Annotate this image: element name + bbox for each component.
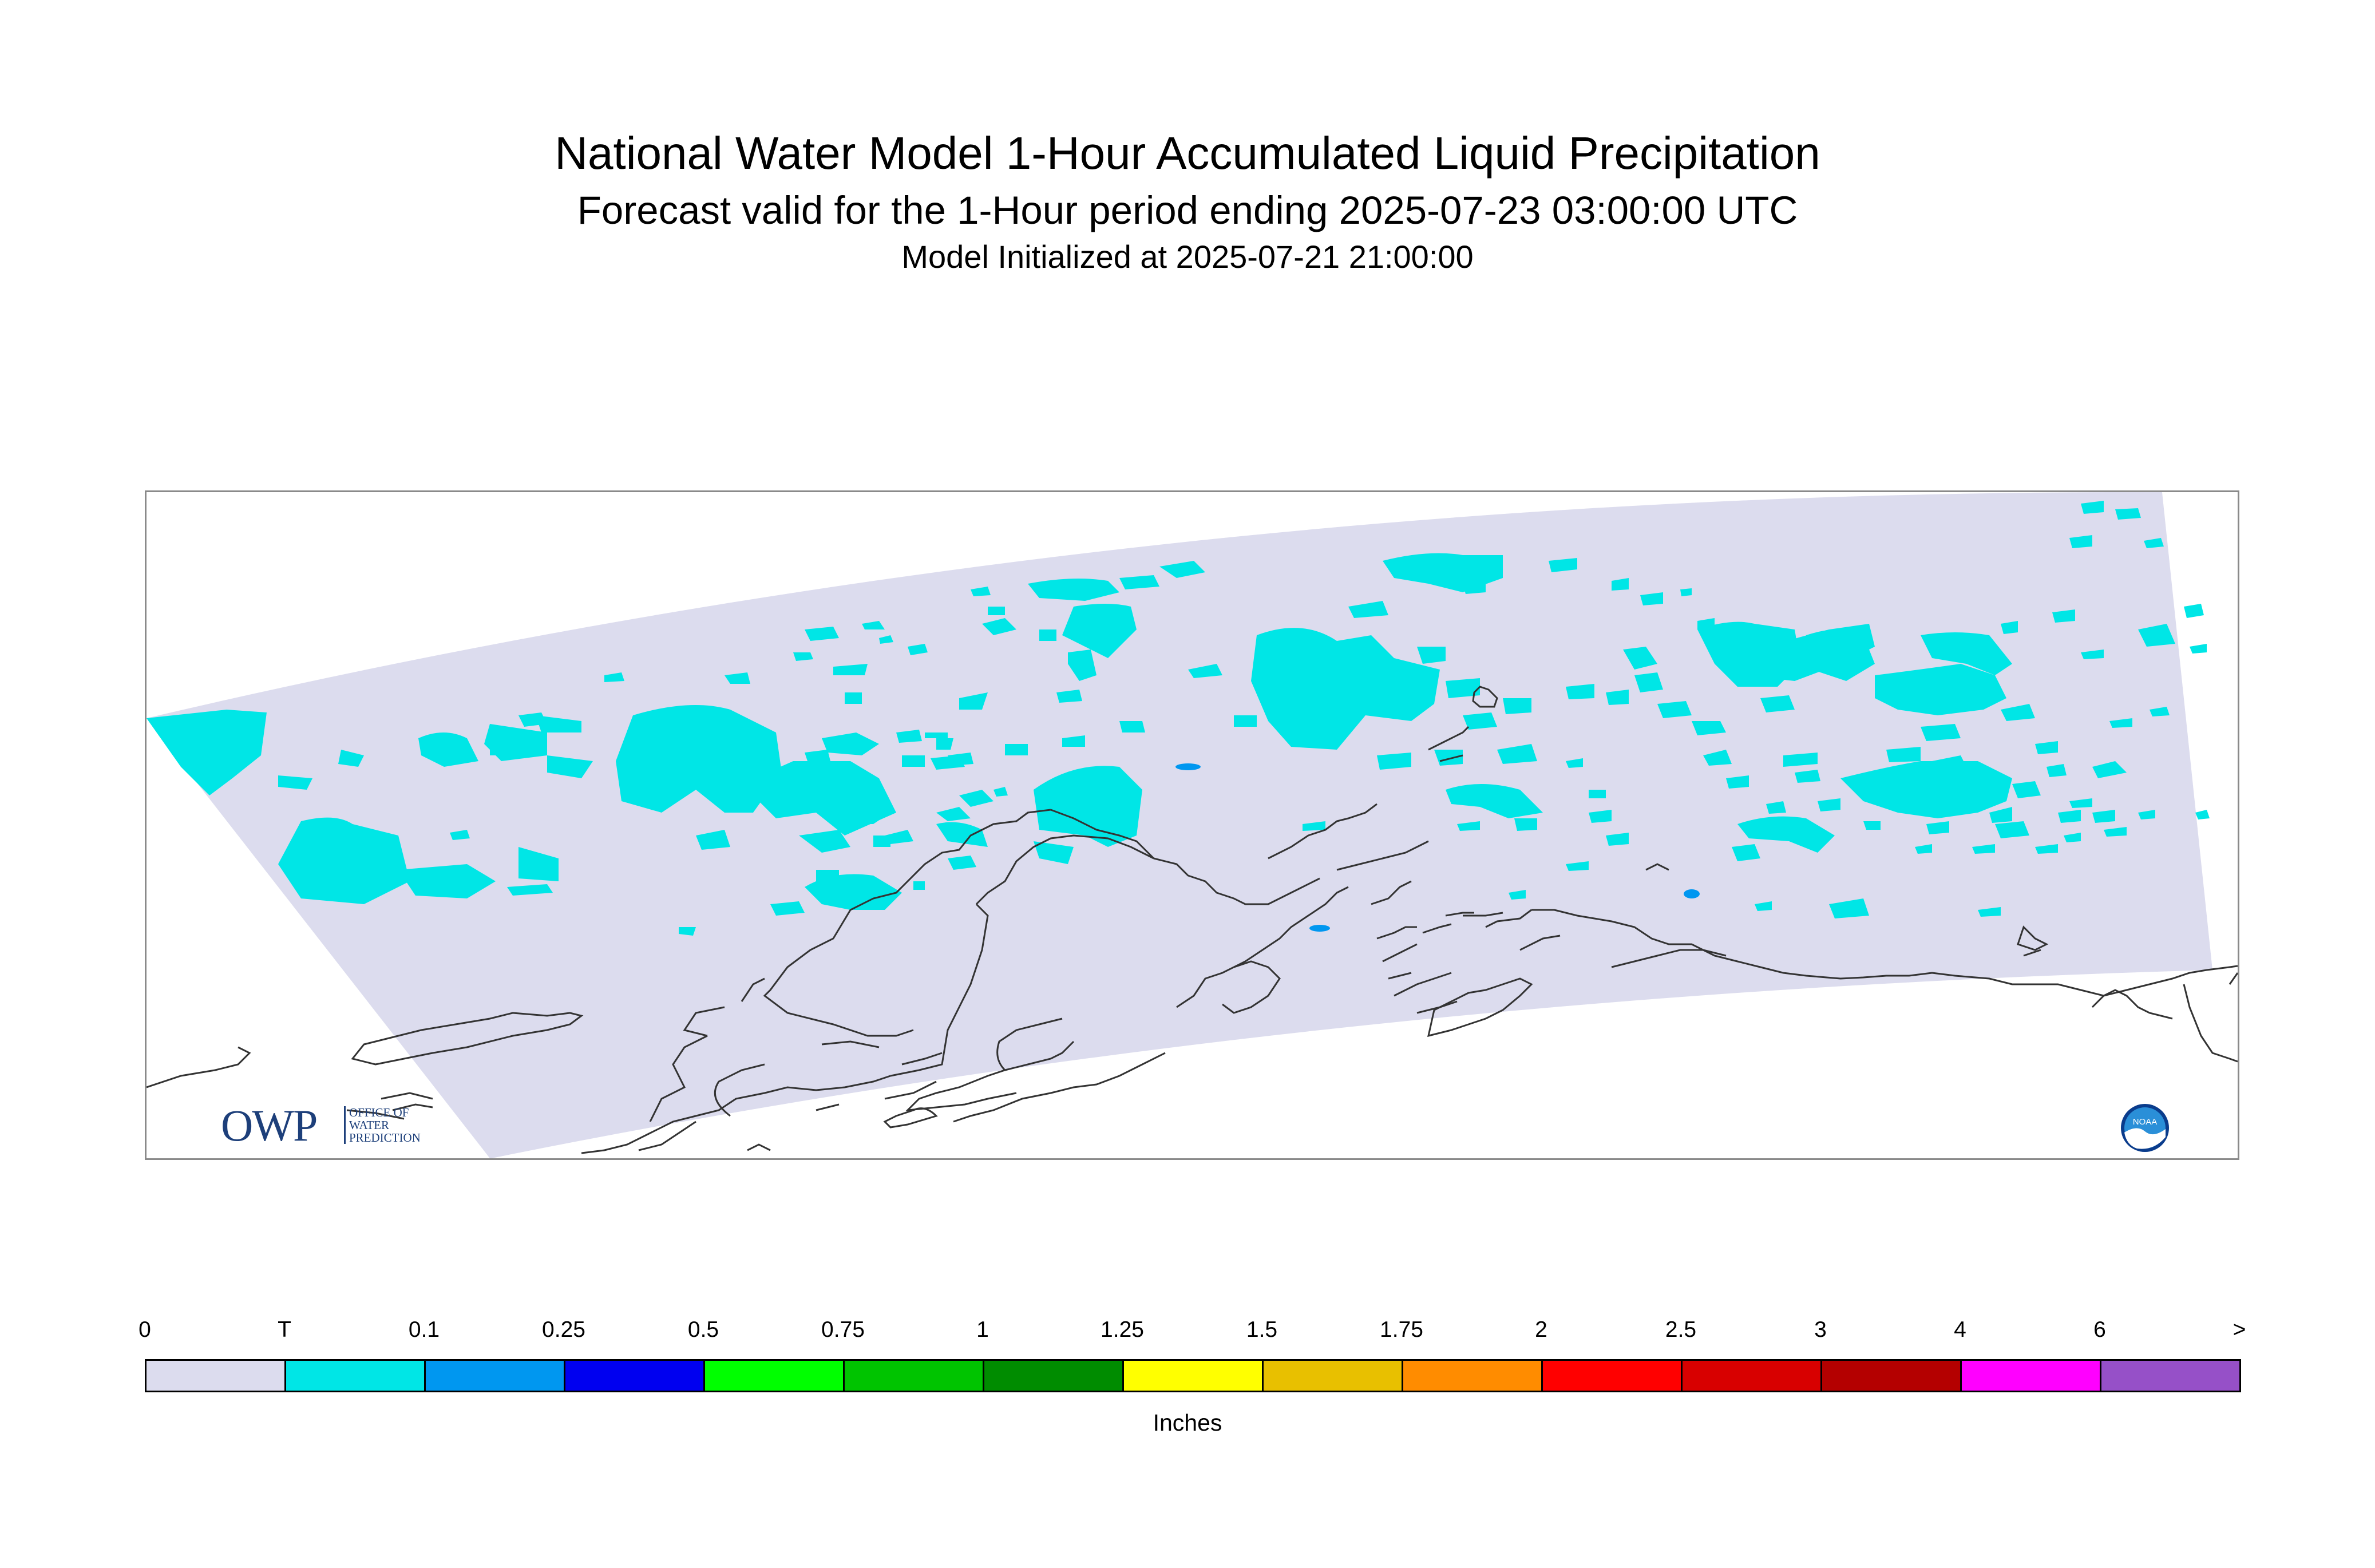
model-domain-area	[147, 492, 2212, 1158]
legend-color-box	[1262, 1359, 1403, 1392]
legend-color-box	[1122, 1359, 1264, 1392]
owp-caption-line2: WATER	[349, 1118, 389, 1132]
legend-color-box	[284, 1359, 426, 1392]
legend-color-box	[1820, 1359, 1962, 1392]
owp-logo-caption: OFFICE OF WATER PREDICTION	[344, 1106, 421, 1144]
legend-color-box	[983, 1359, 1124, 1392]
owp-logo-letters: OWP	[221, 1100, 318, 1150]
legend-color-box	[1681, 1359, 1822, 1392]
legend-tick-label: 2	[1535, 1317, 1547, 1342]
model-init-subtitle: Model Initialized at 2025-07-21 21:00:00	[901, 239, 1474, 275]
legend-tick-label: 1	[976, 1317, 989, 1342]
legend-tick-label: 0.5	[687, 1317, 719, 1342]
legend-color-box	[564, 1359, 705, 1392]
legend-tick-label: 2.5	[1665, 1317, 1697, 1342]
color-legend	[145, 1359, 2241, 1392]
owp-caption-line1: OFFICE OF	[349, 1106, 409, 1119]
owp-logo: OWP OFFICE OF WATER PREDICTION	[221, 1103, 461, 1149]
legend-color-box	[1402, 1359, 1543, 1392]
noaa-logo-text: NOAA	[2133, 1117, 2158, 1127]
precipitation-map: OWP OFFICE OF WATER PREDICTION NOAA	[145, 490, 2239, 1160]
legend-tick-label: 4	[1954, 1317, 1966, 1342]
light-rain-areas	[1175, 763, 1700, 932]
trace-precipitation-areas	[147, 501, 2210, 936]
forecast-valid-subtitle: Forecast valid for the 1-Hour period end…	[577, 188, 1798, 232]
legend-color-box	[2100, 1359, 2241, 1392]
coastlines	[147, 686, 2238, 1154]
legend-color-box	[843, 1359, 984, 1392]
legend-tick-label: >	[2232, 1317, 2246, 1342]
legend-color-box	[1960, 1359, 2101, 1392]
legend-tick-label: 0	[138, 1317, 151, 1342]
legend-tick-label: 1.25	[1101, 1317, 1144, 1342]
noaa-logo: NOAA	[2121, 1104, 2169, 1152]
legend-tick-label: T	[278, 1317, 291, 1342]
legend-color-box	[703, 1359, 845, 1392]
map-canvas	[147, 492, 2238, 1158]
legend-tick-label: 1.75	[1380, 1317, 1423, 1342]
legend-tick-label: 6	[2093, 1317, 2106, 1342]
legend-units-label: Inches	[1153, 1409, 1222, 1436]
owp-caption-line3: PREDICTION	[349, 1131, 421, 1145]
legend-tick-label: 1.5	[1246, 1317, 1278, 1342]
legend-color-box	[1541, 1359, 1683, 1392]
legend-tick-label: 0.1	[408, 1317, 440, 1342]
legend-tick-label: 0.75	[821, 1317, 865, 1342]
legend-color-box	[424, 1359, 565, 1392]
legend-tick-label: 0.25	[542, 1317, 585, 1342]
legend-color-box	[145, 1359, 286, 1392]
map-title: National Water Model 1-Hour Accumulated …	[555, 128, 1820, 179]
legend-tick-label: 3	[1814, 1317, 1827, 1342]
